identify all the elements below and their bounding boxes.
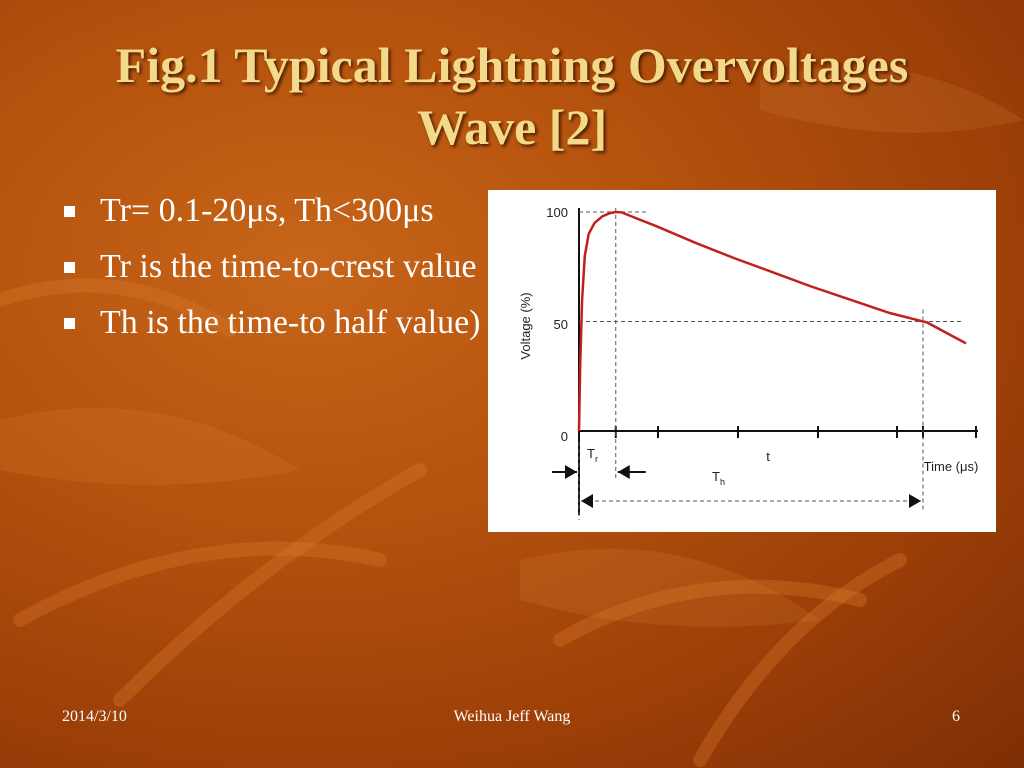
footer-date: 2014/3/10 (62, 708, 127, 725)
th-label: Th (712, 469, 725, 487)
tr-right-arrowhead (617, 465, 630, 479)
footer-author: Weihua Jeff Wang (453, 708, 571, 725)
bullet-item: Th is the time-to half value) (60, 300, 490, 346)
square-bullet-icon (64, 318, 75, 329)
bullet-item: Tr is the time-to-crest value (60, 244, 490, 290)
reference-lines (578, 208, 963, 520)
th-right-arrowhead (909, 494, 921, 508)
tr-label: Tr (587, 446, 598, 464)
t-label: t (766, 449, 770, 464)
y-tick-label: 0 (561, 429, 568, 444)
bullet-list: Tr= 0.1-20μs, Th<300μs Tr is the time-to… (60, 188, 490, 356)
y-tick-label: 100 (546, 205, 568, 220)
tr-left-arrowhead (565, 465, 577, 479)
bullet-text: Tr= 0.1-20μs, Th<300μs (100, 192, 434, 229)
square-bullet-icon (64, 206, 75, 217)
square-bullet-icon (64, 262, 75, 273)
bullet-item: Tr= 0.1-20μs, Th<300μs (60, 188, 490, 234)
y-axis-label: Voltage (%) (518, 292, 533, 359)
waveform-chart-panel: 100 50 0 Voltage (%) Tr t Time (μs) Th (488, 190, 996, 532)
waveform-curve (577, 210, 967, 432)
x-axis-label: Time (μs) (924, 459, 979, 474)
bullet-text: Th is the time-to half value) (100, 304, 481, 341)
slide-title: Fig.1 Typical Lightning Overvoltages Wav… (115, 37, 909, 155)
th-left-arrowhead (581, 494, 593, 508)
lightning-waveform-chart: 100 50 0 Voltage (%) Tr t Time (μs) Th (518, 205, 979, 520)
time-annotations (552, 465, 921, 508)
page-number: 6 (952, 708, 960, 725)
y-tick-label: 50 (554, 317, 568, 332)
bullet-text: Tr is the time-to-crest value (100, 248, 477, 285)
